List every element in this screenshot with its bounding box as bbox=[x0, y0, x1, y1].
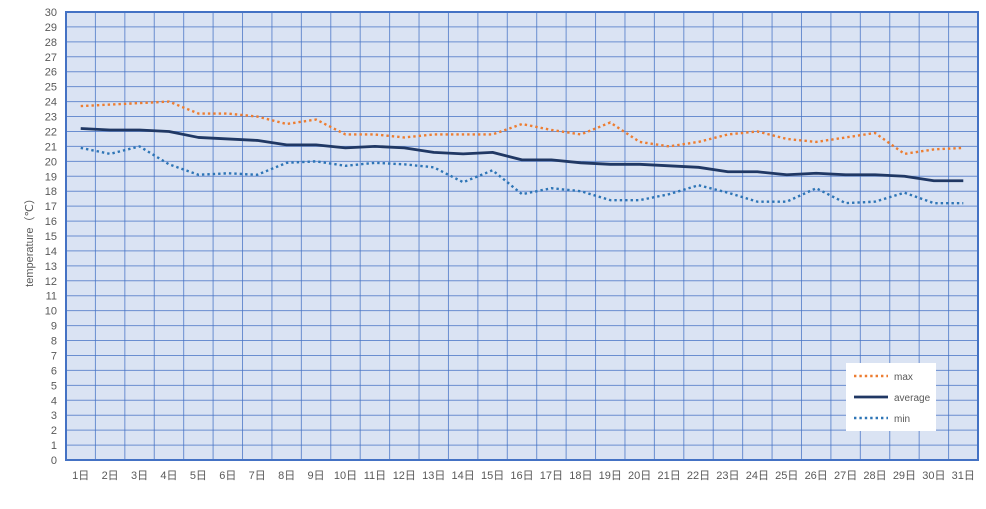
plot-border bbox=[65, 11, 979, 461]
x-tick-label: 21日 bbox=[657, 470, 680, 482]
y-tick-label: 18 bbox=[45, 186, 57, 198]
y-axis-ticks: 0123456789101112131415161718192021222324… bbox=[45, 7, 57, 467]
y-tick-label: 12 bbox=[45, 276, 57, 288]
x-tick-label: 24日 bbox=[746, 470, 769, 482]
x-tick-label: 25日 bbox=[775, 470, 798, 482]
y-tick-label: 21 bbox=[45, 141, 57, 153]
y-tick-label: 28 bbox=[45, 37, 57, 49]
x-tick-label: 7日 bbox=[249, 470, 266, 482]
x-tick-label: 13日 bbox=[422, 470, 445, 482]
x-tick-label: 2日 bbox=[102, 470, 119, 482]
x-tick-label: 29日 bbox=[893, 470, 916, 482]
x-tick-label: 22日 bbox=[687, 470, 710, 482]
x-tick-label: 9日 bbox=[308, 470, 325, 482]
y-tick-label: 25 bbox=[45, 82, 57, 94]
x-tick-label: 5日 bbox=[190, 470, 207, 482]
y-tick-label: 9 bbox=[51, 321, 57, 333]
x-tick-label: 31日 bbox=[952, 470, 975, 482]
legend: max average min bbox=[846, 363, 936, 431]
y-tick-label: 8 bbox=[51, 336, 57, 348]
legend-label-min: min bbox=[894, 414, 910, 425]
y-tick-label: 24 bbox=[45, 97, 57, 109]
x-tick-label: 26日 bbox=[805, 470, 828, 482]
y-tick-label: 16 bbox=[45, 216, 57, 228]
y-tick-label: 6 bbox=[51, 365, 57, 377]
x-tick-label: 20日 bbox=[628, 470, 651, 482]
x-tick-label: 6日 bbox=[219, 470, 236, 482]
y-tick-label: 19 bbox=[45, 171, 57, 183]
y-tick-label: 26 bbox=[45, 67, 57, 79]
y-tick-label: 30 bbox=[45, 7, 57, 19]
y-tick-label: 11 bbox=[46, 291, 57, 303]
x-tick-label: 8日 bbox=[278, 470, 295, 482]
y-tick-label: 22 bbox=[45, 126, 57, 138]
legend-label-average: average bbox=[894, 393, 931, 404]
series-line-average bbox=[80, 127, 964, 183]
x-tick-label: 28日 bbox=[863, 470, 886, 482]
y-tick-label: 4 bbox=[51, 395, 57, 407]
x-tick-label: 23日 bbox=[716, 470, 739, 482]
y-tick-label: 20 bbox=[45, 156, 57, 168]
x-tick-label: 30日 bbox=[922, 470, 945, 482]
x-tick-label: 11日 bbox=[364, 470, 386, 482]
x-tick-label: 15日 bbox=[481, 470, 504, 482]
series-lines bbox=[80, 100, 964, 205]
x-tick-label: 12日 bbox=[393, 470, 416, 482]
y-tick-label: 15 bbox=[45, 231, 57, 243]
x-tick-label: 27日 bbox=[834, 470, 857, 482]
y-tick-label: 5 bbox=[51, 380, 57, 392]
x-tick-label: 1日 bbox=[72, 470, 89, 482]
y-tick-label: 29 bbox=[45, 22, 57, 34]
x-tick-label: 14日 bbox=[452, 470, 475, 482]
y-tick-label: 17 bbox=[45, 201, 57, 213]
legend-label-max: max bbox=[894, 372, 913, 383]
x-tick-label: 3日 bbox=[131, 470, 148, 482]
y-tick-label: 14 bbox=[45, 246, 57, 258]
plot-area bbox=[65, 11, 979, 461]
y-tick-label: 7 bbox=[51, 350, 57, 362]
y-tick-label: 1 bbox=[51, 440, 57, 452]
y-tick-label: 3 bbox=[51, 410, 57, 422]
x-tick-label: 18日 bbox=[569, 470, 592, 482]
x-tick-label: 10日 bbox=[334, 470, 357, 482]
series-line-max bbox=[80, 100, 964, 156]
y-axis-label: temperature（℃） bbox=[23, 193, 36, 287]
x-tick-label: 19日 bbox=[599, 470, 622, 482]
y-tick-label: 2 bbox=[51, 425, 57, 437]
x-axis-ticks: 1日 2日 3日 4日 5日 6日 7日 8日 9日 10日 11日 12日 13日 14日 15日 16日 1… bbox=[72, 470, 975, 482]
y-tick-label: 0 bbox=[51, 455, 57, 467]
y-tick-label: 10 bbox=[45, 306, 57, 318]
x-tick-label: 17日 bbox=[540, 470, 563, 482]
y-tick-label: 23 bbox=[45, 112, 57, 124]
y-tick-label: 13 bbox=[45, 261, 57, 273]
y-tick-label: 27 bbox=[45, 52, 57, 64]
x-tick-label: 4日 bbox=[160, 470, 177, 482]
x-tick-label: 16日 bbox=[510, 470, 533, 482]
